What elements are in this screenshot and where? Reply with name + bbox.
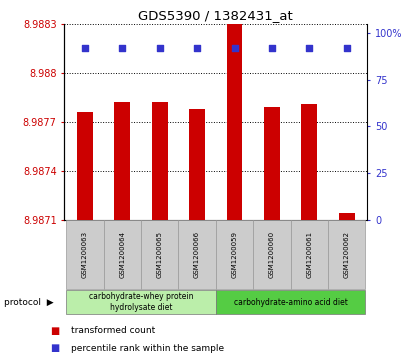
Bar <box>301 103 317 220</box>
Point <box>194 45 200 51</box>
Point <box>156 45 163 51</box>
Text: GSM1200059: GSM1200059 <box>232 231 237 278</box>
Text: percentile rank within the sample: percentile rank within the sample <box>71 344 224 353</box>
Point <box>231 45 238 51</box>
Bar <box>227 0 242 220</box>
Bar <box>253 220 290 289</box>
Text: GSM1200060: GSM1200060 <box>269 231 275 278</box>
Bar <box>66 290 216 314</box>
Text: GSM1200066: GSM1200066 <box>194 231 200 278</box>
Bar <box>189 109 205 220</box>
Bar <box>141 220 178 289</box>
Bar <box>77 112 93 220</box>
Bar <box>216 290 365 314</box>
Point <box>306 45 312 51</box>
Text: GSM1200065: GSM1200065 <box>157 231 163 278</box>
Text: ■: ■ <box>50 326 59 336</box>
Bar <box>66 220 104 289</box>
Point <box>343 45 350 51</box>
Bar <box>178 220 216 289</box>
Bar <box>328 220 365 289</box>
Bar <box>290 220 328 289</box>
Point <box>269 45 275 51</box>
Bar <box>152 102 168 220</box>
Point <box>82 45 88 51</box>
Bar <box>339 213 354 220</box>
Text: GSM1200064: GSM1200064 <box>119 231 125 278</box>
Text: protocol  ▶: protocol ▶ <box>4 298 54 307</box>
Point <box>119 45 126 51</box>
Bar <box>115 102 130 220</box>
Text: carbohydrate-whey protein
hydrolysate diet: carbohydrate-whey protein hydrolysate di… <box>89 292 193 312</box>
Bar <box>104 220 141 289</box>
Text: GSM1200061: GSM1200061 <box>306 231 312 278</box>
Text: GSM1200063: GSM1200063 <box>82 231 88 278</box>
Text: carbohydrate-amino acid diet: carbohydrate-amino acid diet <box>234 298 347 307</box>
Bar <box>216 220 253 289</box>
Text: GSM1200062: GSM1200062 <box>344 231 350 278</box>
Text: ■: ■ <box>50 343 59 353</box>
Bar <box>264 107 280 220</box>
Text: transformed count: transformed count <box>71 326 155 335</box>
Title: GDS5390 / 1382431_at: GDS5390 / 1382431_at <box>139 9 293 23</box>
